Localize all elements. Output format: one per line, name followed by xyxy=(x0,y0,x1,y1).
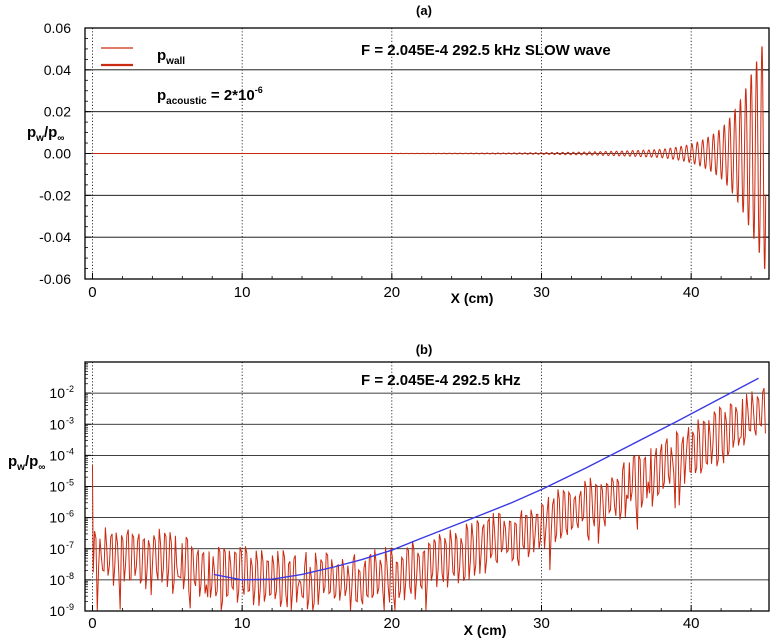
y-tick-label: -0.06 xyxy=(39,271,71,287)
x-tick-label: 30 xyxy=(533,284,550,301)
y-tick-label: 10 xyxy=(49,572,65,588)
y-tick-label: 0.02 xyxy=(44,104,71,120)
legend-label-pwall: pwall xyxy=(157,47,185,67)
series-line-pwall xyxy=(92,46,767,270)
panel-a-label: (a) xyxy=(416,3,432,18)
panel-a-frequency-note: F = 2.045E-4 292.5 kHz SLOW wave xyxy=(361,42,611,59)
y-tick-exponent: -6 xyxy=(66,509,74,519)
panel-b-frequency-note: F = 2.045E-4 292.5 kHz xyxy=(361,372,521,389)
y-tick-exponent: -3 xyxy=(66,415,74,425)
y-tick-label: 10 xyxy=(49,541,65,557)
y-tick-label: 10 xyxy=(49,416,65,432)
panel-b-y-label: pw/p∞ xyxy=(8,453,45,473)
y-tick-label: -0.04 xyxy=(39,229,71,245)
y-tick-exponent: -7 xyxy=(66,540,74,550)
panel-b-grid xyxy=(85,362,769,611)
y-tick-exponent: -8 xyxy=(66,571,74,581)
x-tick-label: 10 xyxy=(234,284,251,301)
panel-b-frame xyxy=(84,361,770,612)
panel-a-series xyxy=(92,46,767,270)
x-tick-label: 20 xyxy=(383,615,400,632)
y-tick-exponent: -2 xyxy=(66,384,74,394)
y-tick-exponent: -9 xyxy=(66,602,74,612)
panel-a: (a) -0.06 -0.04 -0.02 0.00 0.02 0.04 0.06 0 10 20… xyxy=(27,3,770,306)
panel-a-x-label: X (cm) xyxy=(451,290,494,306)
x-tick-label: 40 xyxy=(683,615,700,632)
x-tick-label: 40 xyxy=(683,284,700,301)
panel-a-ticks: -0.06 -0.04 -0.02 0.00 0.02 0.04 0.06 0 10 20 30 40 xyxy=(39,20,769,301)
y-tick-label: 10 xyxy=(49,603,65,619)
y-tick-exponent: -4 xyxy=(66,446,74,456)
x-tick-label: 0 xyxy=(88,284,96,301)
y-tick-label: 10 xyxy=(49,510,65,526)
panel-b-series xyxy=(91,377,766,611)
panel-a-acoustic-note: pacoustic = 2*10-6 xyxy=(157,85,263,107)
panel-b-label: (b) xyxy=(416,342,433,357)
series-line-pwall xyxy=(91,387,766,611)
y-tick-label: -0.02 xyxy=(39,187,71,203)
y-tick-label: 10 xyxy=(49,385,65,401)
panel-b-x-label: X (cm) xyxy=(464,622,507,638)
panel-b-ticks: 10 -910 -810 -710 -610 -510 -410 -310 -20 10 20 30 4… xyxy=(49,363,752,632)
y-tick-label: 10 xyxy=(49,479,65,495)
y-tick-label: 0.00 xyxy=(44,146,71,162)
panel-b: (b) 10 -910 -810 -710 -610 -510 -410 -310 -20 10 2… xyxy=(8,342,770,638)
panel-a-y-label: pw/p∞ xyxy=(27,124,64,144)
x-tick-label: 10 xyxy=(234,615,251,632)
y-tick-exponent: -5 xyxy=(66,478,74,488)
series-line-envelope xyxy=(213,377,759,581)
x-tick-label: 0 xyxy=(88,615,96,632)
panel-a-frame xyxy=(84,27,770,280)
y-tick-label: 0.06 xyxy=(44,20,71,36)
x-tick-label: 30 xyxy=(533,615,550,632)
x-tick-label: 20 xyxy=(383,284,400,301)
y-tick-label: 10 xyxy=(49,447,65,463)
y-tick-label: 0.04 xyxy=(44,62,71,78)
panel-a-legend: pwall xyxy=(101,47,185,67)
